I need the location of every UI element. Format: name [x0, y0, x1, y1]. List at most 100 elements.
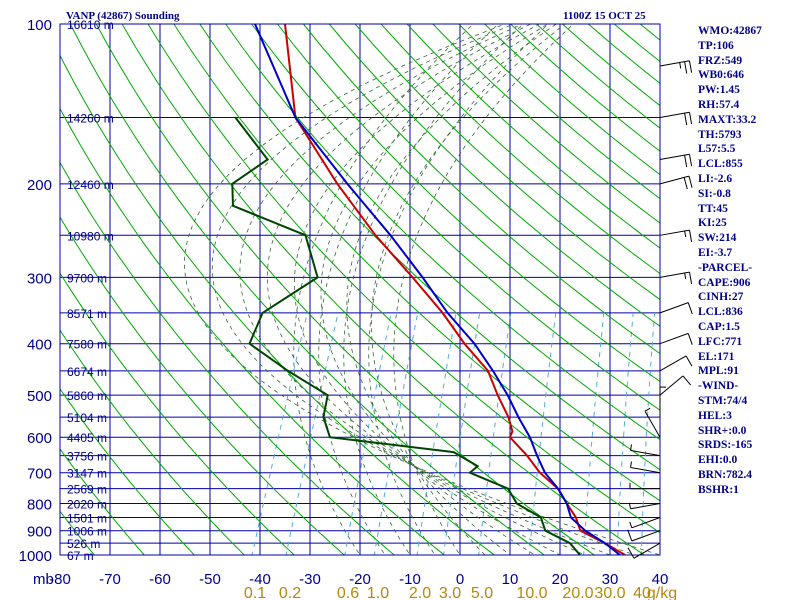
- wind-barb-staff: [659, 271, 690, 278]
- sounding-index: FRZ:549: [698, 54, 743, 67]
- mixing-ratio-label: 0.1: [244, 585, 266, 600]
- dry-adiabat: [251, 24, 660, 411]
- sounding-index: SW:214: [698, 232, 737, 245]
- wind-barb-staff: [659, 229, 690, 236]
- dewpoint-trace-point: [262, 312, 264, 314]
- sounding-index: BSHR:1: [698, 483, 739, 496]
- mixing-ratio-line: [583, 312, 605, 555]
- wind-barb-flag: [687, 333, 693, 345]
- parcel-trace-point: [557, 488, 559, 490]
- wind-barb-staff: [631, 517, 661, 529]
- height-label: 1006 m: [67, 525, 107, 539]
- temperature-tick-label: -80: [49, 571, 71, 588]
- sounding-index: EL:171: [698, 350, 735, 363]
- mixing-ratio-label: 40: [633, 585, 651, 600]
- dry-adiabat: [60, 107, 446, 555]
- dewpoint-trace-point: [287, 370, 289, 372]
- dewpoint-trace-point: [569, 542, 571, 544]
- height-label: 14260 m: [67, 112, 114, 126]
- dewpoint-trace-point: [322, 416, 324, 418]
- sounding-index: BRN:782.4: [698, 468, 752, 481]
- dewpoint-trace-point: [267, 158, 269, 161]
- mixing-ratio-line: [640, 312, 656, 555]
- wind-barb-staff: [630, 467, 661, 474]
- wind-barb-flag: [644, 407, 651, 412]
- wind-barb-staff: [659, 332, 689, 345]
- moist-adiabat: [318, 24, 499, 555]
- wind-barb: [627, 542, 661, 559]
- temperature-trace: [284, 24, 626, 555]
- wind-barb-flag: [682, 375, 692, 386]
- sounding-index: KI:25: [698, 217, 727, 230]
- dry-adiabat: [69, 24, 546, 555]
- parcel-trace-point: [529, 436, 531, 438]
- wind-barb: [659, 355, 693, 372]
- sounding-index: EHI:0.0: [698, 454, 738, 467]
- wind-barb: [629, 482, 661, 490]
- wind-barb-staff: [659, 355, 687, 372]
- moist-adiabats: [183, 24, 660, 555]
- sounding-index: HEL:3: [698, 409, 732, 422]
- sounding-index: RH:57.4: [698, 98, 740, 111]
- parcel-trace-point: [346, 183, 348, 185]
- dry-adiabat: [277, 24, 660, 383]
- wind-barb-flag: [627, 547, 635, 559]
- height-label: 8571 m: [67, 307, 107, 321]
- moist-adiabat: [183, 24, 660, 555]
- parcel-trace-point: [492, 370, 494, 372]
- height-label: 67 m: [67, 549, 94, 563]
- sounding-indices-list: WMO:42867 TP:106 FRZ:549 WB0:646 PW:1.45 RH:5…: [698, 24, 762, 498]
- parcel-trace-point: [604, 542, 606, 544]
- dry-adiabat: [770, 24, 800, 566]
- dewpoint-trace-point: [248, 343, 251, 345]
- wind-barb-flag: [627, 529, 633, 542]
- sounding-index: MPL:91: [698, 365, 739, 378]
- height-label: 2569 m: [67, 483, 107, 497]
- wind-barb-flag: [629, 521, 633, 528]
- wind-barb-flag: [687, 302, 693, 315]
- sounding-index: CAP:1.5: [698, 320, 740, 333]
- wind-barb-flag: [684, 155, 688, 168]
- sounding-index: CAPE:906: [698, 276, 751, 289]
- parcel-trace-point: [507, 394, 509, 396]
- moist-adiabat: [371, 24, 566, 555]
- sounding-index: -WIND-: [698, 380, 739, 393]
- height-label: 4405 m: [67, 431, 107, 445]
- parcel-trace-point: [544, 472, 546, 474]
- dewpoint-trace-point: [234, 116, 236, 119]
- temperature-trace-point: [336, 183, 338, 185]
- temperature-tick-label: -70: [99, 571, 121, 588]
- wind-barb-flag: [683, 177, 688, 190]
- dewpoint-trace-point: [231, 183, 233, 185]
- wind-barb-staff: [630, 503, 661, 510]
- mixing-ratio-line: [373, 312, 419, 555]
- wind-barb: [644, 407, 661, 438]
- wind-barb: [627, 529, 661, 542]
- wind-barb-staff: [659, 375, 684, 396]
- dry-adiabat: [60, 329, 246, 555]
- wind-barb-staff: [659, 302, 689, 314]
- wind-barb: [630, 461, 661, 474]
- wind-barb: [630, 444, 661, 457]
- mixing-ratio-label: g/kg: [647, 585, 677, 600]
- mixing-ratio-label: 1.0: [367, 585, 389, 600]
- parcel-trace-point: [566, 502, 568, 505]
- wind-barb: [659, 271, 693, 285]
- sounding-index: LCL:855: [698, 158, 743, 171]
- temperature-tick-label: 20: [552, 571, 569, 588]
- temperature-trace-point: [526, 455, 528, 457]
- sounding-traces: [231, 24, 626, 555]
- parcel-trace-point: [473, 343, 476, 345]
- dry-adiabat: [60, 272, 296, 555]
- mixing-ratio-line: [616, 312, 634, 555]
- sounding-index: SI:-0.8: [698, 187, 731, 200]
- wind-barb-flag: [689, 230, 693, 242]
- dry-adiabat: [328, 24, 660, 327]
- temperature-trace-point: [442, 312, 444, 314]
- moist-adiabat: [293, 24, 561, 555]
- sounding-index: MAXT:33.2: [698, 113, 757, 126]
- parcel-trace-point: [389, 234, 392, 236]
- sounding-index: TH:5793: [698, 128, 742, 141]
- wind-barb: [659, 386, 666, 418]
